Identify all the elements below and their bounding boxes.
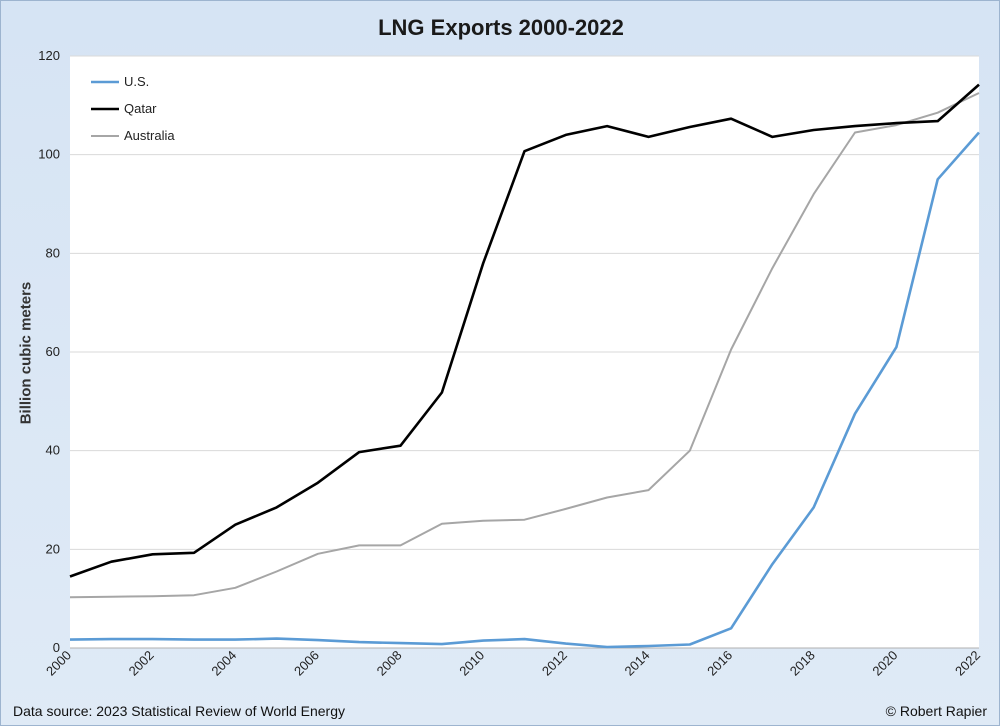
x-tick-label: 2004 <box>208 648 239 679</box>
x-tick-label: 2018 <box>787 648 818 679</box>
x-tick-label: 2020 <box>869 648 900 679</box>
series-lines <box>69 83 980 649</box>
series-line-u-s <box>69 131 980 649</box>
y-tick-labels: 0 20 40 60 80 100 120 <box>38 48 60 655</box>
credit-note: © Robert Rapier <box>885 703 987 719</box>
legend-label: U.S. <box>124 74 149 89</box>
y-tick-label: 0 <box>53 640 60 655</box>
x-tick-label: 2006 <box>291 648 322 679</box>
x-tick-labels: 2000 2002 2004 2006 2008 2010 2012 2014 2016 2018… <box>43 648 983 679</box>
x-tick-label: 2010 <box>456 648 487 679</box>
x-tick-label: 2008 <box>374 648 405 679</box>
y-tick-label: 80 <box>46 245 60 260</box>
x-tick-label: 2000 <box>43 648 74 679</box>
x-tick-label: 2016 <box>704 648 735 679</box>
x-tick-label: 2022 <box>952 648 983 679</box>
data-source-note: Data source: 2023 Statistical Review of … <box>13 703 346 719</box>
legend-label: Qatar <box>124 101 157 116</box>
series-line-qatar <box>69 83 980 578</box>
y-tick-label: 20 <box>46 541 60 556</box>
gridlines <box>70 55 979 649</box>
y-tick-label: 120 <box>38 48 60 63</box>
chart-title: LNG Exports 2000-2022 <box>378 15 624 40</box>
legend-label: Australia <box>124 128 175 143</box>
x-tick-label: 2012 <box>539 648 570 679</box>
x-tick-label: 2014 <box>622 648 653 679</box>
series-line-australia <box>69 92 980 599</box>
y-tick-label: 40 <box>46 443 60 458</box>
legend: U.S. Qatar Australia <box>91 74 175 143</box>
y-tick-label: 100 <box>38 147 60 162</box>
y-tick-label: 60 <box>46 344 60 359</box>
x-tick-label: 2002 <box>126 648 157 679</box>
